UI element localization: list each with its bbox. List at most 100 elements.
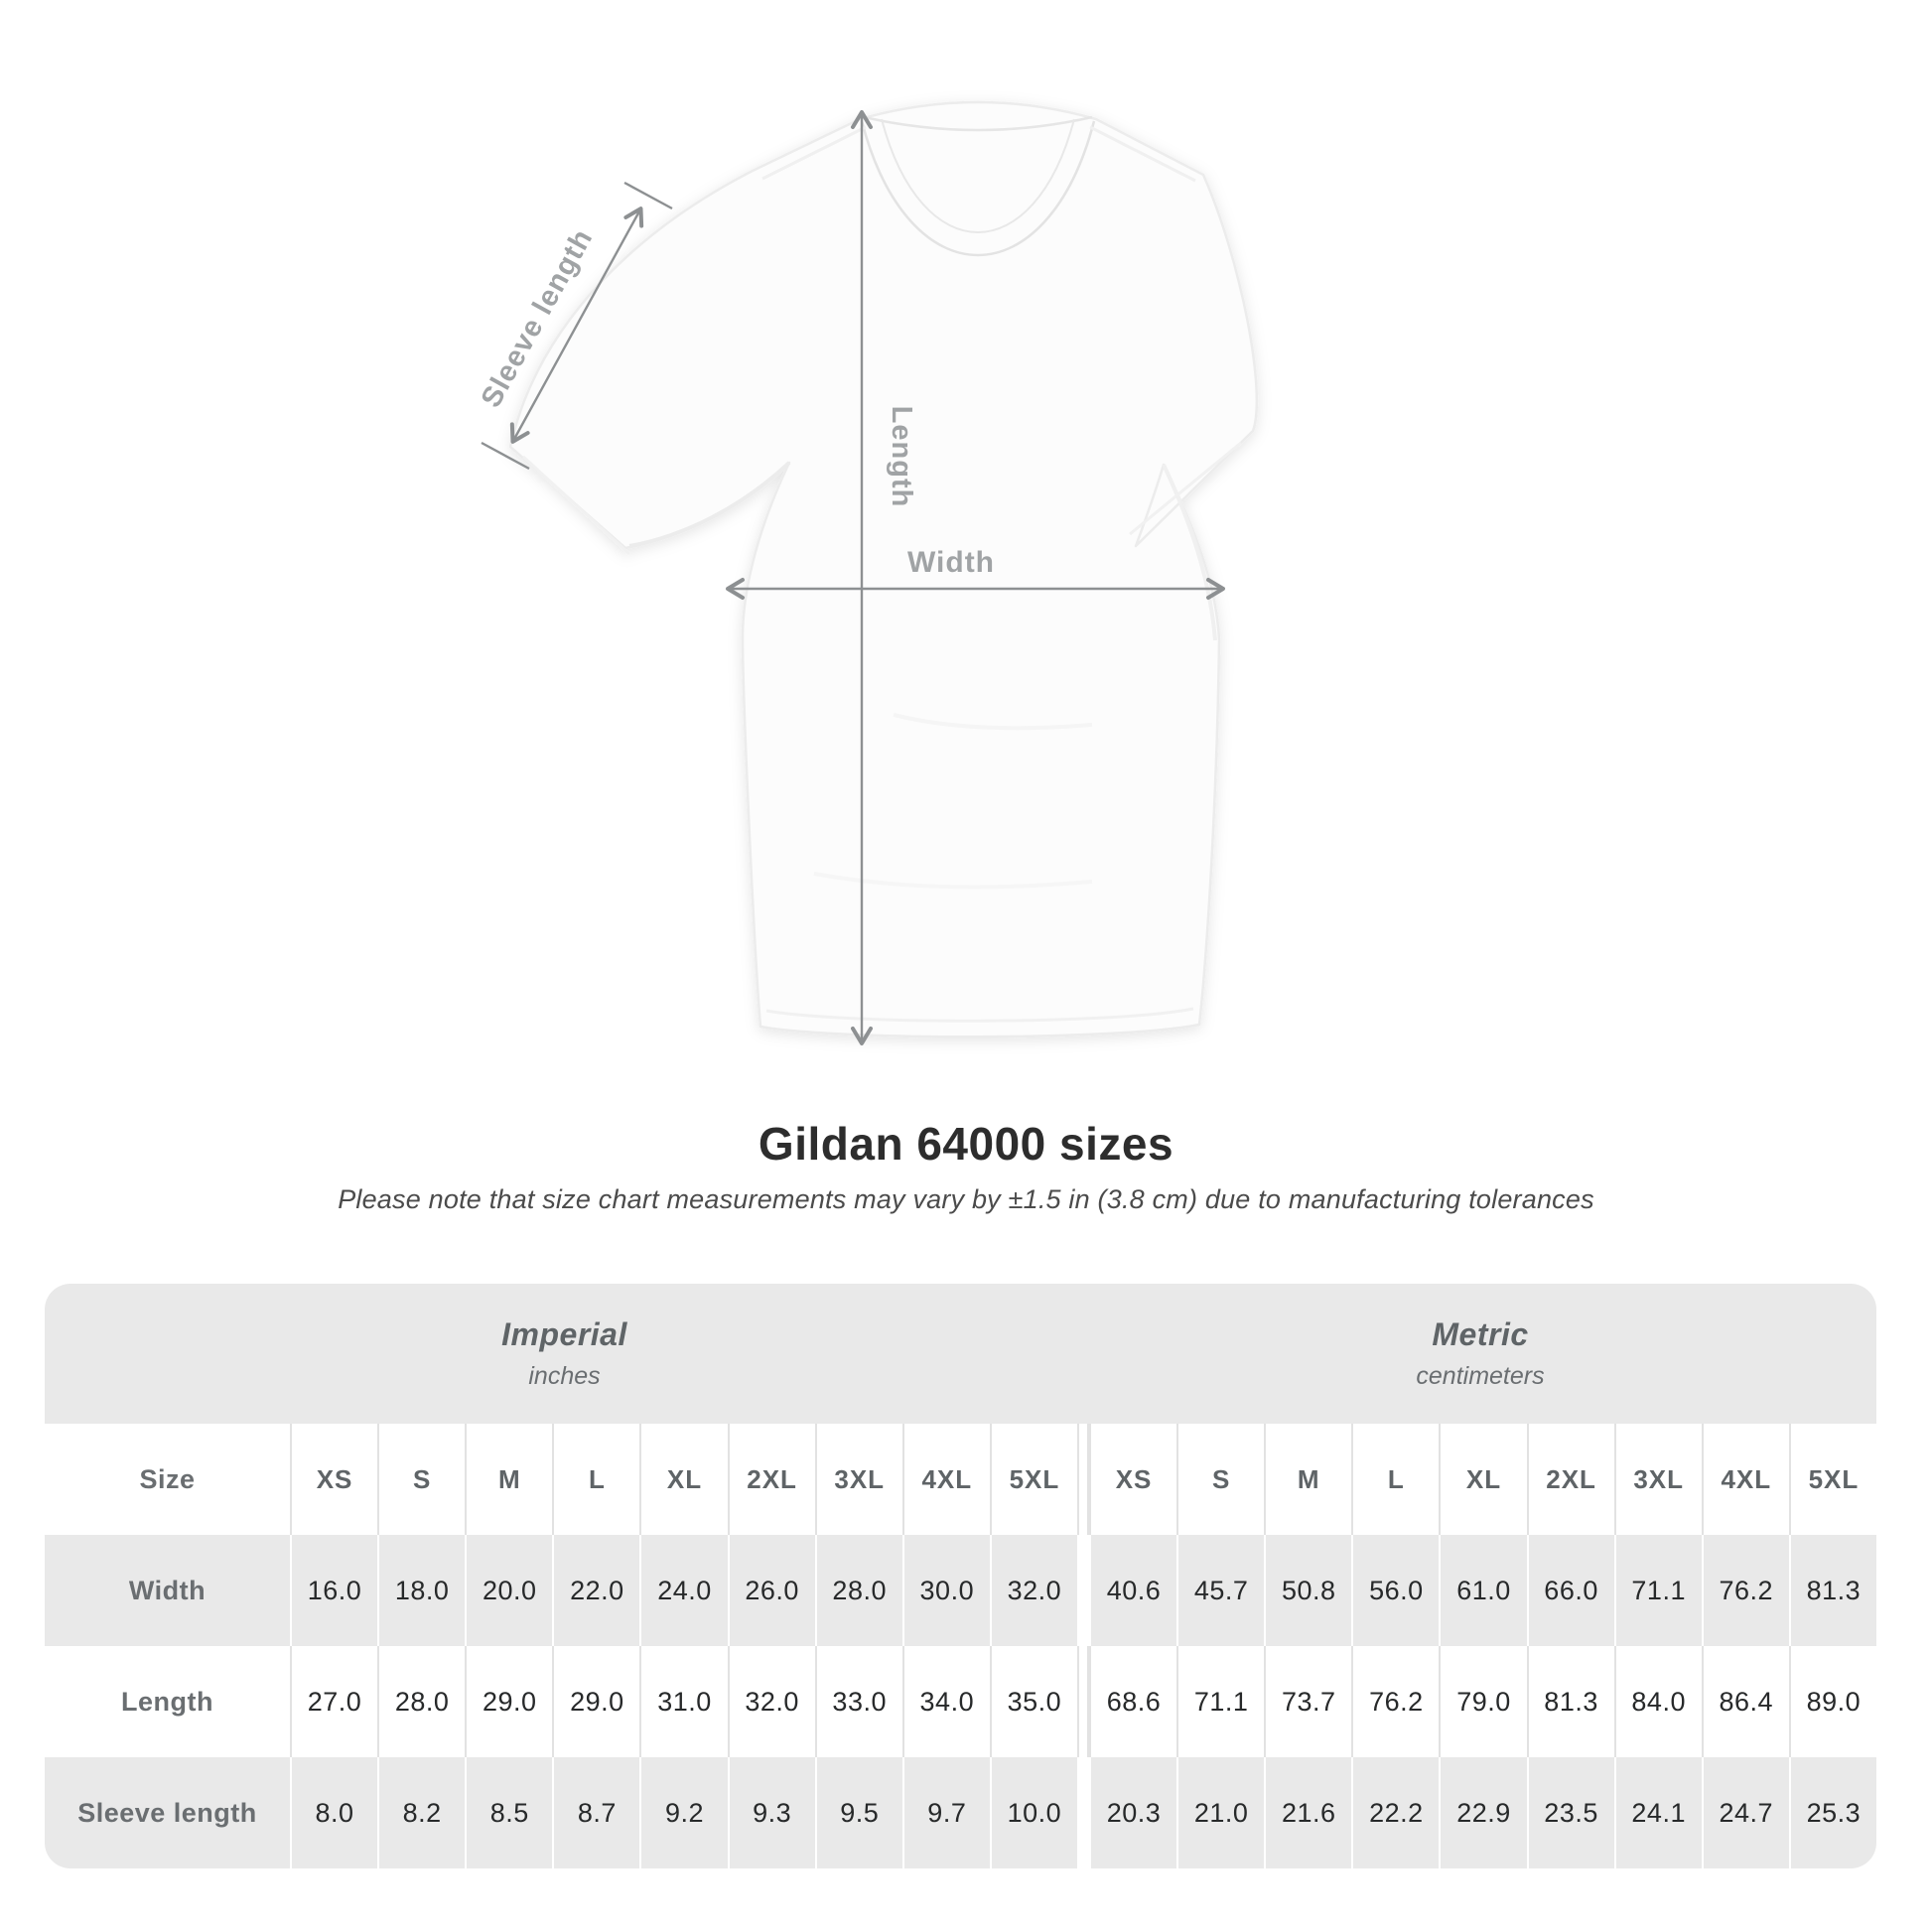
value-cell-metric: 21.6 — [1264, 1757, 1351, 1868]
left-cuff-stitch — [521, 455, 631, 556]
imperial-units: inches — [528, 1362, 601, 1390]
value-cell-imperial: 28.0 — [814, 1535, 902, 1646]
size-col-header-metric: 3XL — [1613, 1424, 1702, 1535]
size-col-header-metric: L — [1351, 1424, 1439, 1535]
value-cell-imperial: 9.7 — [901, 1757, 990, 1868]
imperial-header: Imperial inches — [45, 1284, 1084, 1424]
value-cell-metric: 61.0 — [1439, 1535, 1526, 1646]
value-cell-metric: 22.9 — [1439, 1757, 1526, 1868]
collar-back-line — [863, 115, 1093, 132]
unit-divider — [1076, 1424, 1089, 1535]
length-label: Length — [886, 406, 917, 508]
size-col-header-metric: 2XL — [1526, 1424, 1614, 1535]
size-col-header-imperial: 2XL — [727, 1424, 815, 1535]
value-cell-imperial: 9.3 — [727, 1757, 815, 1868]
value-cell-metric: 76.2 — [1351, 1646, 1439, 1757]
value-cell-imperial: 9.5 — [814, 1757, 902, 1868]
collar-inner-line — [881, 118, 1075, 233]
value-cell-metric: 50.8 — [1264, 1535, 1351, 1646]
table-row-sleeve-length: Sleeve length 8.0 8.2 8.5 8.7 9.2 9.3 9.5 9.7 10.… — [45, 1757, 1876, 1868]
value-cell-imperial: 34.0 — [901, 1646, 990, 1757]
value-cell-imperial: 22.0 — [552, 1535, 639, 1646]
row-label: Length — [121, 1686, 213, 1717]
value-cell-imperial: 24.0 — [639, 1535, 727, 1646]
sleeve-length-arrow — [509, 207, 644, 444]
value-cell-imperial: 16.0 — [290, 1535, 377, 1646]
value-cell-imperial: 32.0 — [727, 1646, 815, 1757]
size-col-header-metric: 4XL — [1701, 1424, 1789, 1535]
sleeve-arrow-cap-top — [623, 181, 673, 210]
table-row-length: Length 27.0 28.0 29.0 29.0 31.0 32.0 33.0 34.0 35… — [45, 1646, 1876, 1757]
sleeve-arrow-cap-bottom — [481, 441, 530, 471]
wrinkle-line — [893, 713, 1093, 731]
value-cell-metric: 24.7 — [1701, 1757, 1789, 1868]
value-cell-imperial: 8.2 — [377, 1757, 465, 1868]
size-col-header-imperial: M — [465, 1424, 552, 1535]
chart-heading: Gildan 64000 sizes Please note that size… — [0, 1118, 1932, 1215]
value-cell-metric: 89.0 — [1788, 1646, 1876, 1757]
value-cell-imperial: 32.0 — [989, 1535, 1077, 1646]
left-sleeve-shadow — [628, 461, 791, 548]
size-header-row: Size XS S M L XL 2XL 3XL 4XL 5XL XS S M L XL 2XL 3XL 4XL… — [45, 1424, 1876, 1535]
value-cell-metric: 45.7 — [1176, 1535, 1264, 1646]
size-col-header-imperial: S — [377, 1424, 465, 1535]
value-cell-imperial: 31.0 — [639, 1646, 727, 1757]
row-label: Width — [128, 1575, 207, 1605]
value-cell-imperial: 8.5 — [465, 1757, 552, 1868]
value-cell-metric: 25.3 — [1788, 1757, 1876, 1868]
size-col-header-metric: M — [1264, 1424, 1351, 1535]
tshirt-measurement-diagram: Sleeve length Length Width — [476, 100, 1259, 1045]
right-shoulder-seam — [1089, 125, 1196, 183]
size-col-header-metric: XS — [1088, 1424, 1176, 1535]
table-row-width: Width 16.0 18.0 20.0 22.0 24.0 26.0 28.0 30.0 32.… — [45, 1535, 1876, 1646]
size-col-header-imperial: XS — [290, 1424, 377, 1535]
value-cell-imperial: 8.7 — [552, 1757, 639, 1868]
value-cell-metric: 81.3 — [1788, 1535, 1876, 1646]
value-cell-imperial: 9.2 — [639, 1757, 727, 1868]
imperial-title: Imperial — [501, 1316, 627, 1352]
value-cell-imperial: 29.0 — [465, 1646, 552, 1757]
wrinkle-line — [813, 872, 1093, 890]
value-cell-metric: 22.2 — [1351, 1757, 1439, 1868]
metric-units: centimeters — [1416, 1362, 1545, 1390]
value-cell-imperial: 26.0 — [727, 1535, 815, 1646]
value-cell-metric: 23.5 — [1526, 1757, 1614, 1868]
value-cell-imperial: 8.0 — [290, 1757, 377, 1868]
unit-divider — [1076, 1757, 1089, 1868]
value-cell-metric: 71.1 — [1176, 1646, 1264, 1757]
value-cell-metric: 68.6 — [1088, 1646, 1176, 1757]
value-cell-imperial: 27.0 — [290, 1646, 377, 1757]
value-cell-metric: 20.3 — [1088, 1757, 1176, 1868]
hem-stitch — [765, 1007, 1194, 1023]
size-col-header-metric: 5XL — [1788, 1424, 1876, 1535]
value-cell-imperial: 18.0 — [377, 1535, 465, 1646]
value-cell-imperial: 20.0 — [465, 1535, 552, 1646]
size-col-header-metric: XL — [1439, 1424, 1526, 1535]
value-cell-imperial: 35.0 — [989, 1646, 1077, 1757]
size-col-header-metric: S — [1176, 1424, 1264, 1535]
metric-header: Metric centimeters — [1084, 1284, 1876, 1424]
size-col-header-imperial: 5XL — [989, 1424, 1077, 1535]
left-shoulder-seam — [761, 125, 867, 181]
value-cell-imperial: 30.0 — [901, 1535, 990, 1646]
value-cell-metric: 21.0 — [1176, 1757, 1264, 1868]
collar-outer-line — [860, 120, 1096, 256]
unit-divider — [1076, 1646, 1089, 1757]
value-cell-metric: 66.0 — [1526, 1535, 1614, 1646]
value-cell-imperial: 29.0 — [552, 1646, 639, 1757]
size-col-header-imperial: XL — [639, 1424, 727, 1535]
measurement-arrows — [481, 110, 1225, 1045]
unit-header-band: Imperial inches Metric centimeters — [45, 1284, 1876, 1424]
value-cell-metric: 73.7 — [1264, 1646, 1351, 1757]
value-cell-metric: 24.1 — [1613, 1757, 1702, 1868]
value-cell-metric: 76.2 — [1701, 1535, 1789, 1646]
value-cell-imperial: 28.0 — [377, 1646, 465, 1757]
size-col-header-imperial: 4XL — [901, 1424, 990, 1535]
size-col-header-imperial: 3XL — [814, 1424, 902, 1535]
size-col-header-imperial: L — [552, 1424, 639, 1535]
tolerance-note: Please note that size chart measurements… — [338, 1183, 1594, 1214]
size-corner-header: Size — [139, 1463, 196, 1494]
value-cell-metric: 79.0 — [1439, 1646, 1526, 1757]
value-cell-metric: 84.0 — [1613, 1646, 1702, 1757]
page-title: Gildan 64000 sizes — [758, 1118, 1174, 1170]
